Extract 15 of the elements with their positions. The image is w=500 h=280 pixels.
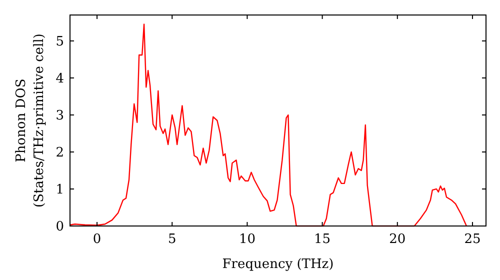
x-tick-label: 10 bbox=[238, 232, 256, 247]
y-tick-label: 5 bbox=[56, 34, 64, 50]
y-tick-label: 0 bbox=[56, 220, 64, 234]
x-tick-label: 15 bbox=[314, 232, 331, 247]
y-axis-title: Phonon DOS (States/THz·primitive cell) bbox=[14, 33, 47, 208]
y-tick-label: 4 bbox=[56, 71, 64, 86]
x-tick-label: 5 bbox=[168, 232, 176, 247]
x-axis-title: Frequency (THz) bbox=[222, 257, 334, 272]
y-tick-label: 2 bbox=[56, 145, 64, 160]
y-tick-label: 1 bbox=[56, 182, 64, 198]
line-series bbox=[69, 24, 468, 227]
x-tick-label: 20 bbox=[389, 232, 406, 247]
x-tick-label: 25 bbox=[464, 232, 481, 247]
x-tick-label: 0 bbox=[92, 232, 102, 247]
y-tick-label: 3 bbox=[56, 108, 64, 124]
